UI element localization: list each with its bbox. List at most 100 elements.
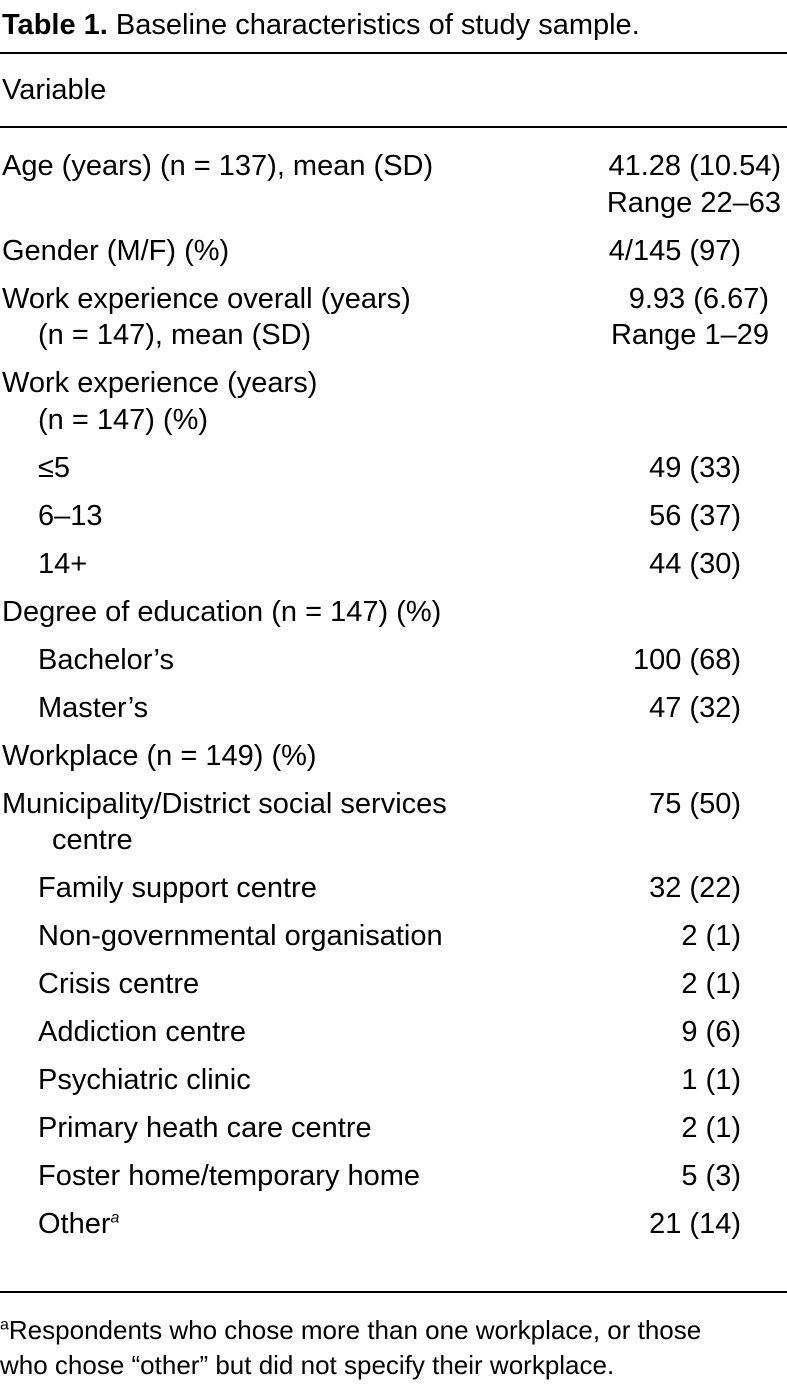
row-value-line: Range 22–63 — [606, 186, 781, 219]
row-label-line: Gender (M/F) (%) — [2, 234, 230, 267]
table-row-addiction: Addiction centre 9 (6) — [0, 1014, 787, 1051]
row-label-line: 6–13 — [38, 499, 103, 532]
row-value: 1 (1) — [580, 1062, 787, 1099]
table-row-14plus: 14+ 44 (30) — [0, 546, 787, 583]
row-label: Psychiatric clinic — [0, 1062, 580, 1099]
row-label-line: Addiction centre — [38, 1016, 246, 1048]
table-row-family-support: Family support centre 32 (22) — [0, 870, 787, 907]
row-label-line: Workplace (n = 149) (%) — [2, 739, 317, 772]
row-label: Crisis centre — [0, 966, 580, 1003]
row-label-line: Family support centre — [38, 872, 317, 904]
row-value-line: 2 (1) — [681, 968, 741, 1000]
table-row-ngo: Non-governmental organisation 2 (1) — [0, 918, 787, 955]
footnote-text: Respondents who chose more than one work… — [8, 1315, 702, 1345]
footnote-marker: a — [110, 1209, 120, 1227]
row-label: Master’s — [0, 690, 580, 727]
table-row-foster-home: Foster home/temporary home 5 (3) — [0, 1158, 787, 1195]
column-header-variable: Variable — [2, 74, 107, 106]
row-value-line: Range 1–29 — [610, 319, 769, 351]
row-label-line: Bachelor’s — [38, 643, 174, 676]
row-label-line: Degree of education (n = 147) (%) — [2, 595, 442, 628]
row-label: Foster home/temporary home — [0, 1158, 580, 1195]
table-row-other: Othera 21 (14) — [0, 1206, 787, 1243]
table-row-workplace: Workplace (n = 149) (%) — [0, 738, 787, 775]
table-row-6-13: 6–13 56 (37) — [0, 498, 787, 535]
row-value-line: 4/145 (97) — [608, 234, 741, 267]
row-label-line: Othera — [38, 1206, 580, 1243]
row-value-line: 2 (1) — [681, 1112, 741, 1144]
row-value: 5 (3) — [580, 1158, 787, 1195]
footnote-line: who chose “other” but did not specify th… — [0, 1350, 615, 1380]
row-value-line: 44 (30) — [649, 547, 741, 580]
row-value-line: 2 (1) — [681, 920, 741, 952]
row-label: Work experience overall (years) (n = 147… — [0, 281, 580, 354]
table-footnote: aRespondents who chose more than one wor… — [0, 1313, 787, 1383]
row-value: 75 (50) — [580, 786, 787, 823]
row-value-line: 9 (6) — [681, 1016, 741, 1048]
row-label-line: Primary heath care centre — [38, 1112, 372, 1144]
row-label-line: (n = 147), mean (SD) — [38, 319, 312, 351]
row-value-line: 100 (68) — [632, 643, 741, 676]
row-label: Non-governmental organisation — [0, 918, 580, 955]
row-label: Degree of education (n = 147) (%) — [0, 594, 580, 631]
row-label: Work experience (years) (n = 147) (%) — [0, 365, 580, 438]
row-value-line: 1 (1) — [681, 1064, 741, 1096]
table-row-master: Master’s 47 (32) — [0, 690, 787, 727]
row-label: Municipality/District social services ce… — [0, 786, 580, 859]
table-row-gender: Gender (M/F) (%) 4/145 (97) — [0, 233, 787, 270]
table-top-rule — [0, 52, 787, 54]
row-value: 2 (1) — [580, 918, 787, 955]
row-label: Family support centre — [0, 870, 580, 907]
row-value-line: 56 (37) — [649, 499, 741, 532]
row-label-line: Foster home/temporary home — [38, 1160, 420, 1192]
table-row-le5: ≤5 49 (33) — [0, 450, 787, 487]
row-label-line: Crisis centre — [38, 968, 200, 1000]
row-label-line: (n = 147) (%) — [38, 403, 209, 436]
row-value: 47 (32) — [580, 690, 787, 727]
row-value: 2 (1) — [580, 1110, 787, 1147]
row-label: 6–13 — [0, 498, 580, 535]
footnote-mark: a — [0, 1316, 9, 1334]
table-row-bachelor: Bachelor’s 100 (68) — [0, 642, 787, 679]
table-row-crisis: Crisis centre 2 (1) — [0, 966, 787, 1003]
row-label-line: centre — [52, 824, 133, 856]
table-row-education: Degree of education (n = 147) (%) — [0, 594, 787, 631]
footnote-line: aRespondents who chose more than one wor… — [0, 1313, 787, 1348]
row-label-line: Municipality/District social services — [2, 787, 447, 820]
row-value-line: 32 (22) — [649, 872, 741, 904]
row-value: 49 (33) — [580, 450, 787, 487]
row-label-line: Work experience (years) — [2, 367, 318, 399]
row-value-line: 5 (3) — [681, 1160, 741, 1192]
row-label: ≤5 — [0, 450, 580, 487]
table-caption-label: Table 1. — [2, 9, 108, 41]
table-caption: Table 1. Baseline characteristics of stu… — [2, 8, 640, 42]
row-label-line: Psychiatric clinic — [38, 1064, 251, 1096]
table-body: Age (years) (n = 137), mean (SD) 41.28 (… — [0, 148, 787, 1254]
row-value-line: 21 (14) — [649, 1208, 741, 1240]
row-value-line: 41.28 (10.54) — [608, 150, 781, 182]
row-value: 100 (68) — [580, 642, 787, 679]
row-value: 4/145 (97) — [580, 233, 787, 270]
row-value: 21 (14) — [580, 1206, 787, 1243]
row-value-line: 9.93 (6.67) — [628, 282, 769, 315]
row-value: 41.28 (10.54) Range 22–63 — [580, 148, 787, 221]
row-value: 2 (1) — [580, 966, 787, 1003]
row-label: Othera — [0, 1206, 580, 1243]
row-label: Gender (M/F) (%) — [0, 233, 580, 270]
table-row-work-overall: Work experience overall (years) (n = 147… — [0, 281, 787, 354]
table-bottom-rule — [0, 1291, 787, 1293]
table-header-rule — [0, 126, 787, 128]
row-label: Age (years) (n = 137), mean (SD) — [0, 148, 580, 185]
row-label-line: 14+ — [38, 547, 88, 580]
row-label-line: Master’s — [38, 691, 149, 724]
table-row-psychiatric: Psychiatric clinic 1 (1) — [0, 1062, 787, 1099]
table-row-primary-health: Primary heath care centre 2 (1) — [0, 1110, 787, 1147]
table-row-age: Age (years) (n = 137), mean (SD) 41.28 (… — [0, 148, 787, 221]
row-label-line: Non-governmental organisation — [38, 920, 443, 952]
row-value: 9.93 (6.67) Range 1–29 — [580, 281, 787, 354]
row-label: 14+ — [0, 546, 580, 583]
row-label-line: ≤5 — [38, 451, 71, 484]
row-value-line: 75 (50) — [649, 787, 741, 820]
row-value: 9 (6) — [580, 1014, 787, 1051]
